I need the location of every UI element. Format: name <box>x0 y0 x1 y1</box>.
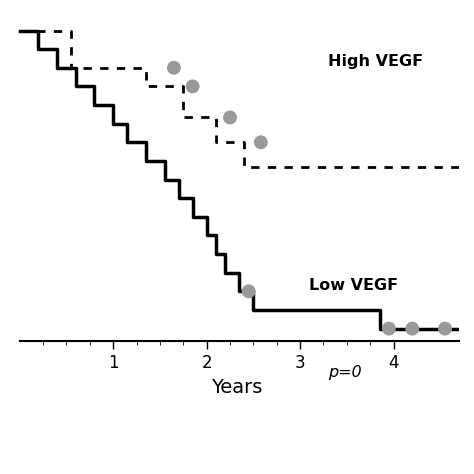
Point <box>189 82 196 90</box>
Point <box>226 114 234 121</box>
Text: p=0: p=0 <box>328 365 362 380</box>
Text: High VEGF: High VEGF <box>328 54 423 69</box>
Text: Low VEGF: Low VEGF <box>310 278 399 292</box>
Point <box>409 325 416 332</box>
Point <box>441 325 449 332</box>
X-axis label: Years: Years <box>211 378 263 397</box>
Point <box>245 288 253 295</box>
Point <box>385 325 392 332</box>
Point <box>257 138 264 146</box>
Point <box>170 64 178 72</box>
